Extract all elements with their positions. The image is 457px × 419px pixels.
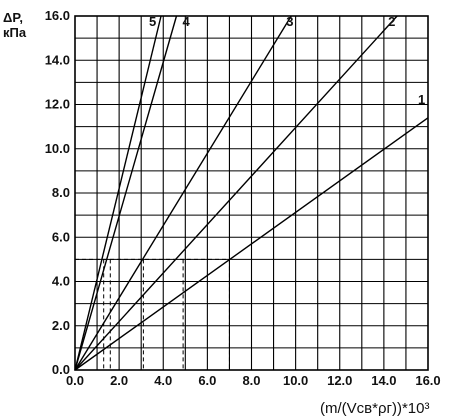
y-axis-label-line1: ΔP,: [3, 10, 23, 25]
y-tick-label: 8.0: [52, 185, 70, 200]
x-tick-label: 12.0: [327, 373, 352, 388]
y-axis-label-line2: кПа: [3, 25, 27, 40]
x-tick-label: 16.0: [415, 373, 440, 388]
x-tick-label: 2.0: [110, 373, 128, 388]
series-label-2: 2: [388, 14, 395, 29]
y-tick-label: 4.0: [52, 274, 70, 289]
series-label-1: 1: [418, 92, 425, 107]
x-tick-label: 10.0: [283, 373, 308, 388]
x-tick-label: 6.0: [198, 373, 216, 388]
y-tick-label: 10.0: [45, 141, 70, 156]
series-line-4: [74, 15, 178, 371]
series-line-5: [74, 15, 162, 371]
series-line-1: [74, 117, 429, 371]
series-label-4: 4: [182, 14, 190, 29]
x-tick-label: 8.0: [242, 373, 260, 388]
series-line-3: [74, 15, 292, 371]
grid: [75, 16, 428, 370]
x-axis-label: (m/(Vсв*ρг))*10³: [320, 400, 429, 417]
y-tick-label: 0.0: [52, 362, 70, 377]
x-tick-labels: 0.0 2.0 4.0 6.0 8.0 10.0 12.0 14.0 16.0: [66, 373, 441, 388]
series-labels: 1 2 3 4 5: [149, 14, 425, 107]
x-tick-label: 14.0: [371, 373, 396, 388]
y-tick-label: 16.0: [45, 8, 70, 23]
y-tick-labels: 0.0 2.0 4.0 6.0 8.0 10.0 12.0 14.0 16.0: [45, 8, 70, 377]
series-line-2: [74, 15, 398, 371]
y-tick-label: 6.0: [52, 229, 70, 244]
x-tick-label: 0.0: [66, 373, 84, 388]
reference-lines: [75, 258, 230, 370]
plot-frame: [74, 15, 429, 371]
y-tick-label: 14.0: [45, 52, 70, 67]
series-label-5: 5: [149, 14, 156, 29]
y-tick-label: 12.0: [45, 97, 70, 112]
series-label-3: 3: [286, 14, 293, 29]
y-tick-label: 2.0: [52, 318, 70, 333]
x-tick-label: 4.0: [154, 373, 172, 388]
series-lines: [74, 15, 429, 371]
